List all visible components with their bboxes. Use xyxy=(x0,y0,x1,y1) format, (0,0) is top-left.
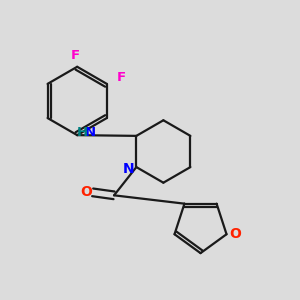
Text: F: F xyxy=(116,71,126,84)
Text: N: N xyxy=(85,126,96,139)
Text: O: O xyxy=(80,185,92,200)
Text: H: H xyxy=(77,126,88,139)
Text: N: N xyxy=(123,163,135,176)
Text: O: O xyxy=(230,226,242,241)
Text: F: F xyxy=(71,49,80,62)
